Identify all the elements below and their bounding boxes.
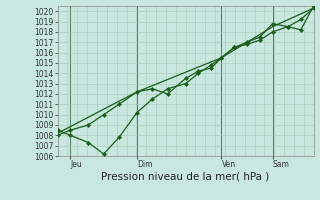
X-axis label: Pression niveau de la mer( hPa ): Pression niveau de la mer( hPa ) bbox=[101, 172, 270, 182]
